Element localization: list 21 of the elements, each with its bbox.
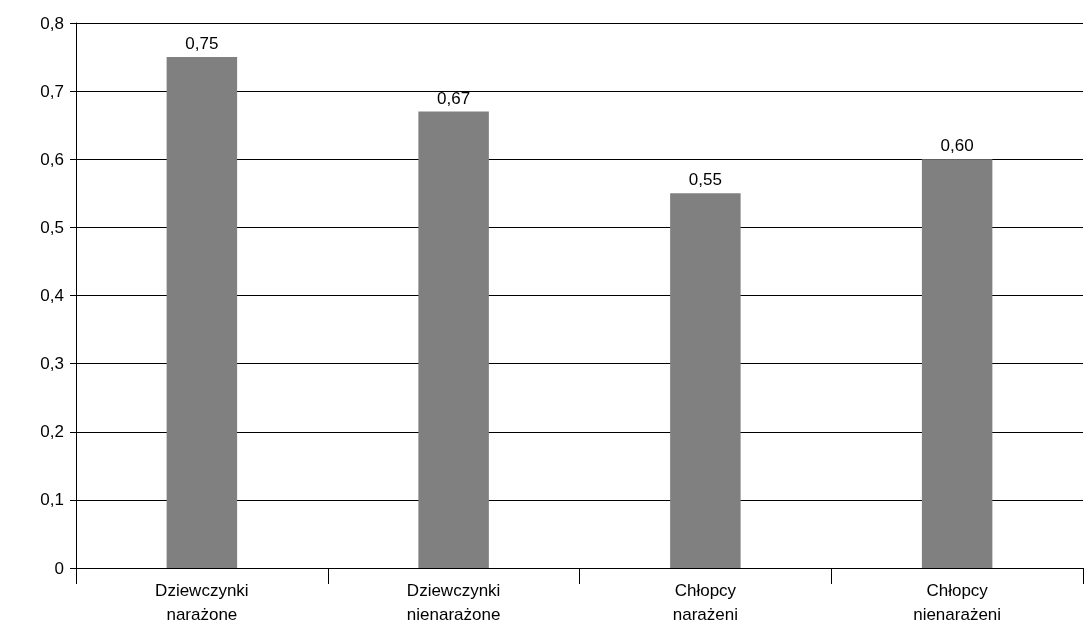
y-tick-label: 0,7 [40, 81, 64, 101]
bar [670, 193, 741, 568]
x-tick-label: Chłopcy narażeni [672, 580, 738, 624]
data-label: 0,60 [940, 136, 974, 156]
y-tick-label: 0,4 [40, 286, 64, 305]
data-label: 0,67 [437, 88, 471, 108]
y-tick-label: 0,5 [40, 217, 64, 237]
bar [921, 159, 993, 568]
y-tick-label: 0,2 [40, 422, 64, 442]
y-tick-label: 0,1 [40, 490, 64, 510]
y-tick-label: 0,3 [40, 354, 64, 374]
data-label: 0,75 [185, 34, 219, 54]
y-tick-label: 0 [54, 558, 64, 578]
x-tick-label: Chłopcy nienarażeni [913, 580, 1002, 624]
bar [166, 57, 238, 568]
x-tick-label: Dziewczynki narażone [155, 580, 249, 624]
y-tick-label: 0,6 [40, 149, 64, 169]
x-tick-label: Dziewczynki nienarażone [406, 580, 501, 624]
y-tick-label: 0,8 [40, 13, 64, 33]
data-label: 0,55 [688, 170, 722, 190]
bar [418, 111, 489, 568]
